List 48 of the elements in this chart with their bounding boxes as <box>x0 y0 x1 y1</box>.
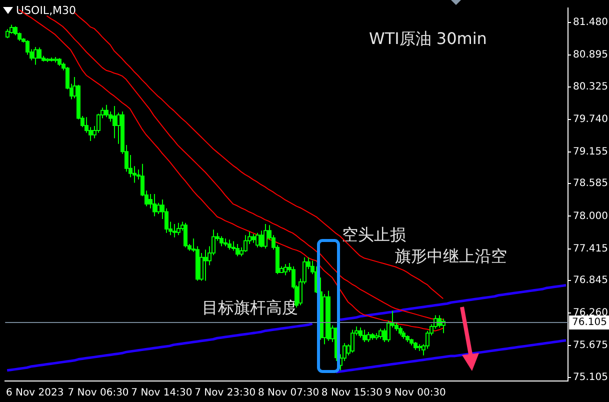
x-tick-label: 8 Nov 15:30 <box>321 388 382 399</box>
y-tick-label: 78.585 <box>573 178 608 190</box>
y-tick-label: 79.740 <box>573 114 608 125</box>
annotation: WTI原油 30min <box>369 29 487 48</box>
ref-line-label: 76.105 <box>572 317 607 328</box>
candlestick <box>34 46 38 66</box>
annotation: 旗形中继上沿空 <box>395 246 507 266</box>
candlestick <box>244 234 248 252</box>
x-tick-label: 6 Nov 2023 <box>6 388 64 399</box>
candlestick <box>366 332 370 343</box>
candlestick <box>38 47 42 59</box>
annotation: 空头止损 <box>342 225 406 244</box>
candlestick <box>350 329 354 354</box>
x-tick-label: 7 Nov 14:30 <box>131 388 192 399</box>
x-tick-label: 8 Nov 07:30 <box>258 388 320 399</box>
candlestick <box>358 327 362 338</box>
y-tick-label: 76.260 <box>573 308 608 319</box>
candlestick <box>156 202 160 214</box>
x-tick-label: 7 Nov 23:30 <box>194 388 256 399</box>
candlestick <box>378 328 382 340</box>
candlestick <box>184 222 188 248</box>
y-tick-label: 80.895 <box>573 50 608 61</box>
y-tick-label: 77.415 <box>573 243 608 254</box>
y-tick-label: 75.675 <box>573 340 608 352</box>
candlestick <box>228 239 232 250</box>
y-tick-label: 78.000 <box>573 210 608 222</box>
candlestick <box>260 230 264 248</box>
candlestick <box>256 232 260 248</box>
candlestick <box>220 236 224 247</box>
candlestick <box>172 224 176 238</box>
chart-title: USOIL,M30 <box>16 4 76 17</box>
candlestick <box>264 224 268 249</box>
candlestick <box>204 249 208 282</box>
candlestick <box>200 252 204 282</box>
x-tick-label: 9 Nov 00:30 <box>384 388 446 399</box>
candlestick <box>236 244 240 257</box>
candlestick <box>176 222 180 236</box>
y-tick-label: 80.325 <box>573 81 608 92</box>
y-tick-label: 76.845 <box>573 275 608 286</box>
y-tick-label: 75.105 <box>573 372 608 383</box>
y-tick-label: 81.480 <box>573 17 608 28</box>
candlestick <box>104 104 108 118</box>
candlestick <box>284 264 288 276</box>
y-tick-label: 79.155 <box>573 146 608 158</box>
candlestick <box>112 105 116 139</box>
candlestick <box>152 193 156 217</box>
candlestick <box>362 329 366 343</box>
x-tick-label: 7 Nov 06:30 <box>68 388 129 399</box>
